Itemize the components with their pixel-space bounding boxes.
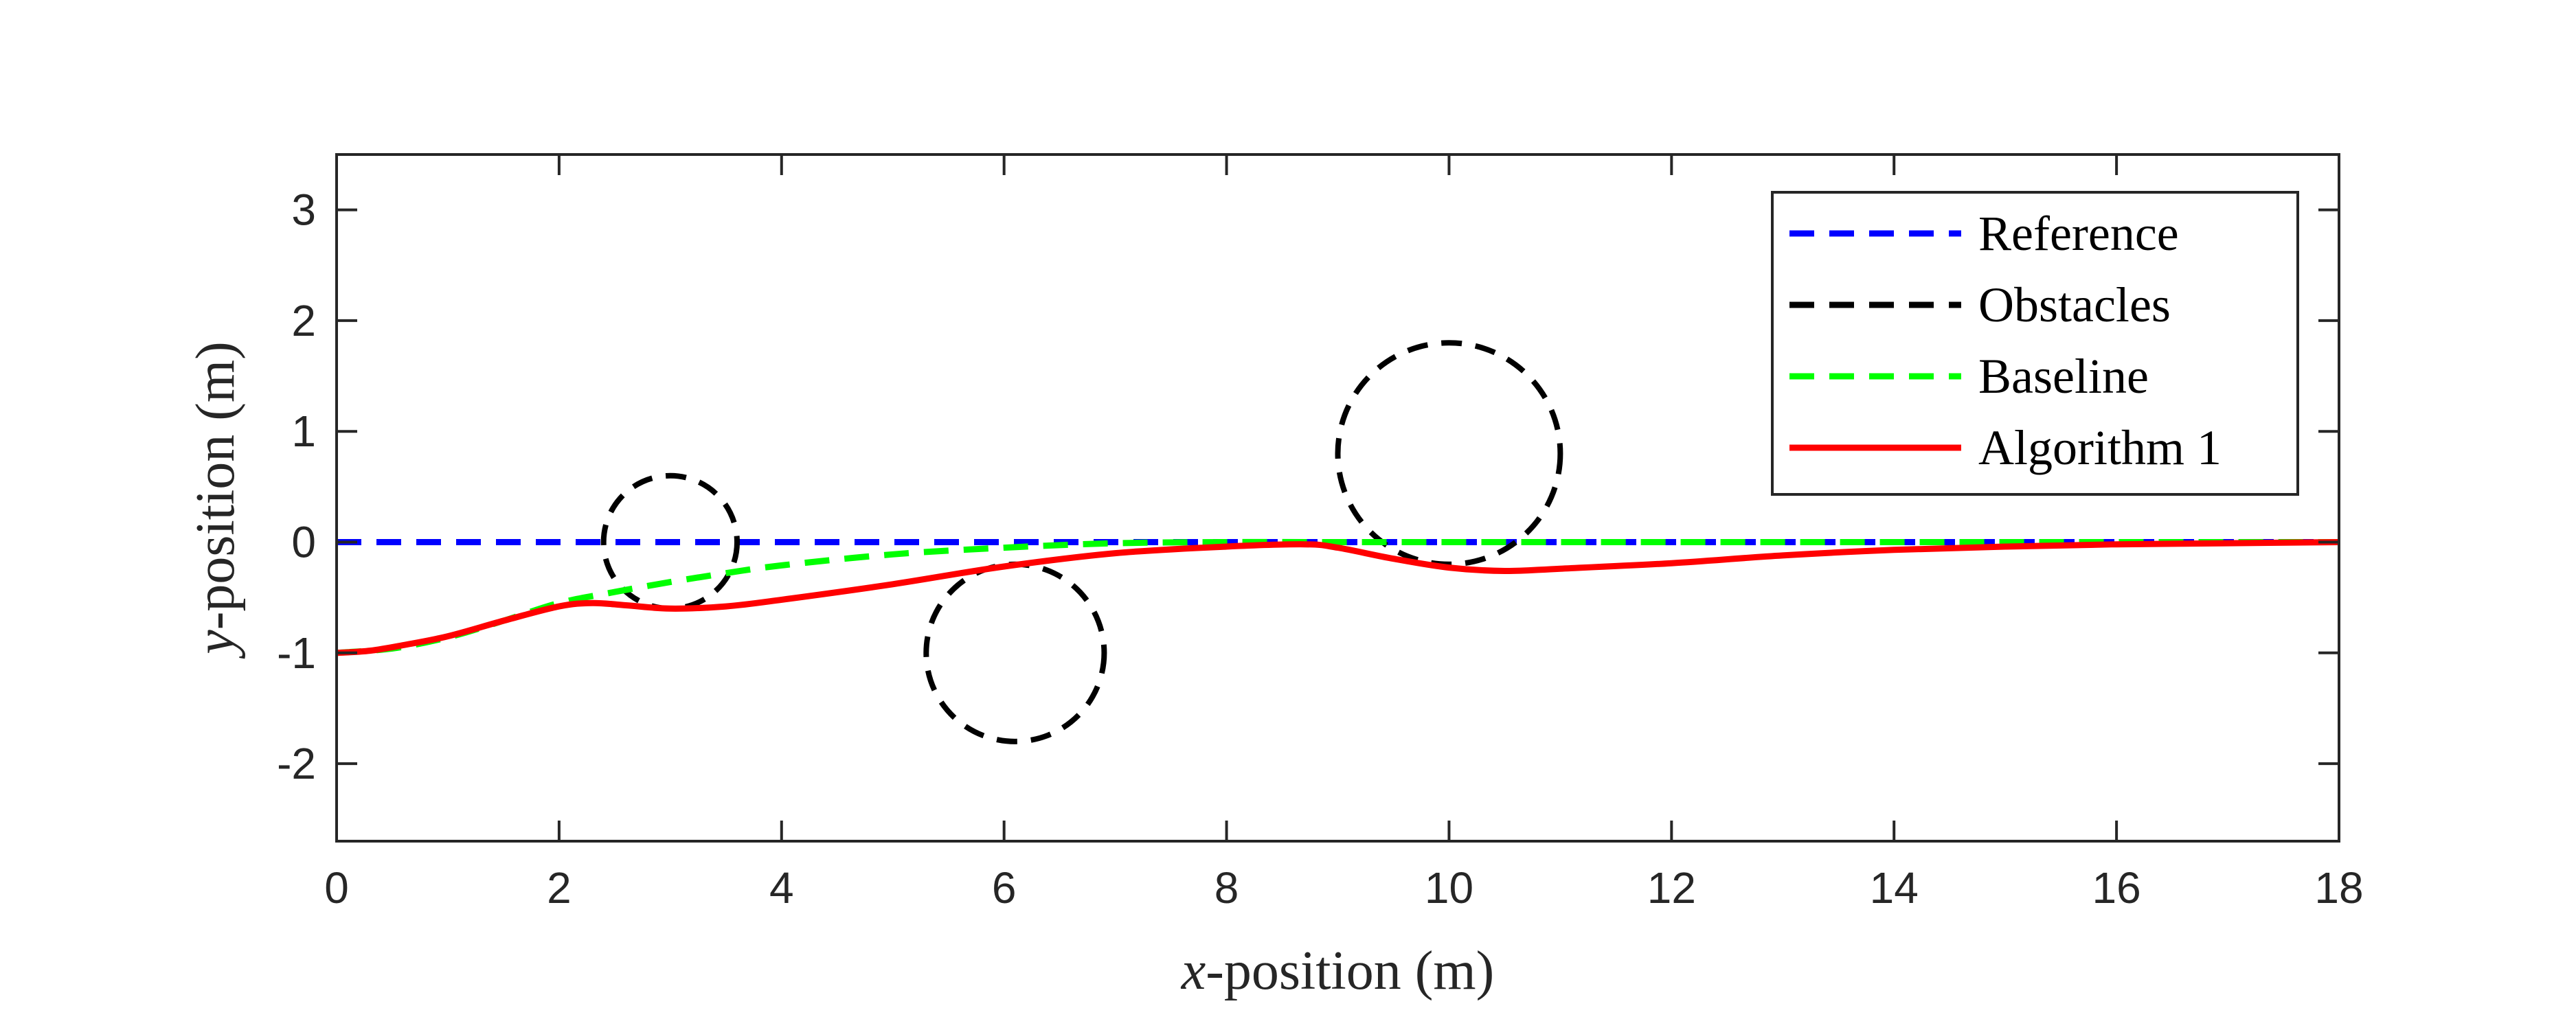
x-tick-label: 16 — [2092, 863, 2141, 913]
axes-layer — [335, 153, 2340, 843]
axes-box — [335, 153, 2340, 843]
legend-box — [1771, 191, 2299, 496]
legend: Reference Obstacles Baseline Algorithm 1 — [1771, 191, 2299, 496]
y-tick-label: 1 — [291, 407, 316, 456]
legend-label-baseline: Baseline — [1978, 349, 2149, 404]
x-axis-label: x-position (m) — [1181, 941, 1494, 1001]
legend-label-obstacles: Obstacles — [1978, 277, 2171, 332]
y-axis-label-text: -position (m) — [185, 341, 246, 630]
x-tick-label: 10 — [1425, 863, 1473, 913]
x-tick-label: 14 — [1870, 863, 1919, 913]
y-tick-label: 3 — [291, 185, 316, 235]
x-tick-label: 6 — [992, 863, 1017, 913]
obstacle-circle-3 — [1335, 340, 1563, 567]
y-axis-label-var: y — [185, 630, 246, 659]
y-tick-labels: -2 -1 0 1 2 3 — [277, 185, 316, 788]
x-tick-label: 12 — [1647, 863, 1696, 913]
y-tick-label: -2 — [277, 739, 316, 788]
x-tick-label: 2 — [547, 863, 572, 913]
x-tick-label: 4 — [769, 863, 794, 913]
x-tick-label: 8 — [1214, 863, 1239, 913]
algorithm-1-line — [337, 539, 2339, 656]
y-axis-label: y-position (m) — [185, 341, 246, 659]
x-tick-labels: 0 2 4 6 8 10 12 14 16 18 — [324, 863, 2363, 913]
legend-label-reference: Reference — [1978, 206, 2179, 261]
y-tick-label: 2 — [291, 296, 316, 345]
data-layer — [337, 340, 2339, 744]
x-tick-label: 18 — [2314, 863, 2363, 913]
legend-label-algorithm: Algorithm 1 — [1978, 420, 2222, 475]
x-tick-label: 0 — [324, 863, 349, 913]
y-tick-label: -1 — [277, 628, 316, 678]
y-tick-label: 0 — [291, 518, 316, 567]
x-axis-label-var: x — [1181, 941, 1206, 1001]
x-axis-label-text: -position (m) — [1206, 941, 1494, 1001]
